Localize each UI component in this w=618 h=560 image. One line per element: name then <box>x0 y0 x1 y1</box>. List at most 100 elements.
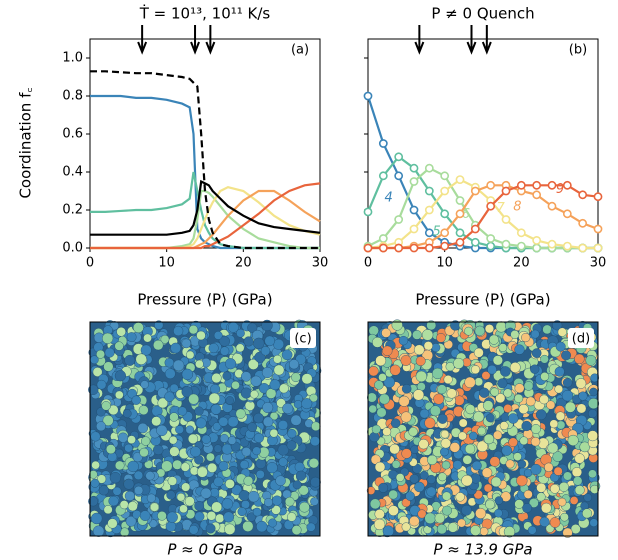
particle <box>277 444 289 456</box>
particle <box>367 392 377 403</box>
particle <box>465 404 476 415</box>
particle <box>521 420 532 432</box>
particle <box>114 341 124 351</box>
particle <box>437 413 448 424</box>
particle <box>375 355 387 367</box>
particle <box>131 395 141 405</box>
particle <box>282 403 294 415</box>
particle <box>576 403 587 414</box>
particle <box>389 364 401 376</box>
particle <box>243 476 254 486</box>
data-point <box>593 243 603 253</box>
particle <box>92 525 105 537</box>
particle <box>368 325 379 336</box>
particle <box>473 411 485 423</box>
particle <box>208 392 221 405</box>
particle <box>446 388 457 399</box>
snapshot-caption: P ≈ 13.9 GPa <box>433 541 532 559</box>
particle <box>164 368 176 380</box>
particle <box>449 442 461 453</box>
particle <box>562 527 573 538</box>
particle <box>241 371 252 382</box>
particle <box>168 435 178 445</box>
particle <box>310 497 319 506</box>
particle <box>114 370 126 382</box>
particle <box>225 396 234 405</box>
particle <box>301 373 313 385</box>
particle <box>157 397 169 409</box>
particle <box>536 482 547 493</box>
particle <box>400 411 412 423</box>
particle <box>260 346 271 356</box>
particle <box>484 324 495 334</box>
particle <box>219 434 229 443</box>
particle <box>96 407 106 417</box>
particle <box>514 499 524 509</box>
particle <box>205 523 216 534</box>
particle <box>470 365 480 375</box>
particle <box>547 442 559 454</box>
particle <box>443 375 453 385</box>
particle <box>309 393 318 403</box>
arrow <box>414 25 425 55</box>
particle <box>434 512 446 524</box>
particle <box>221 443 233 455</box>
particle <box>92 367 103 377</box>
data-point <box>486 180 496 190</box>
particle <box>306 522 316 532</box>
particle <box>201 434 211 444</box>
particle <box>483 433 495 445</box>
particle <box>277 420 289 431</box>
particle <box>133 470 144 481</box>
particle <box>252 446 262 456</box>
particle <box>275 475 286 486</box>
particle <box>479 387 490 398</box>
particle <box>455 492 465 502</box>
particle <box>525 396 536 407</box>
particle <box>124 490 136 502</box>
particle <box>419 470 429 480</box>
particle <box>247 422 258 432</box>
particle <box>582 508 592 519</box>
particle <box>154 320 164 330</box>
particle <box>560 512 569 522</box>
data-point <box>363 91 373 101</box>
particle <box>127 501 138 512</box>
panel-a-title: Ṫ = 10¹³, 10¹¹ K/s <box>139 4 271 23</box>
particle <box>252 507 262 517</box>
particle <box>447 522 459 533</box>
particle <box>291 372 301 383</box>
particle <box>366 486 376 495</box>
panel-b-title: P ≠ 0 Quench <box>431 5 534 23</box>
particle <box>464 326 473 336</box>
particle <box>187 433 199 444</box>
particle <box>508 413 519 424</box>
data-point <box>363 243 373 253</box>
data-point <box>363 207 373 217</box>
particle <box>503 526 516 538</box>
particle <box>108 495 119 507</box>
data-point <box>424 163 434 173</box>
particle <box>410 445 419 454</box>
particle <box>485 499 495 510</box>
particle <box>213 331 223 340</box>
particle <box>479 527 489 536</box>
particle <box>419 408 430 419</box>
particle <box>206 452 215 462</box>
particle <box>286 512 297 522</box>
particle <box>431 343 441 353</box>
particle <box>291 525 302 535</box>
particle <box>102 415 114 426</box>
particle <box>223 511 235 523</box>
particle <box>90 431 101 442</box>
particle <box>490 476 502 488</box>
data-point <box>440 209 450 219</box>
particle <box>424 417 436 429</box>
particle <box>194 500 205 511</box>
particle <box>530 463 542 475</box>
x-tick-label: 0 <box>86 256 94 271</box>
particle <box>432 367 444 380</box>
particle <box>124 443 133 453</box>
particle <box>552 320 563 331</box>
data-point <box>501 186 511 196</box>
